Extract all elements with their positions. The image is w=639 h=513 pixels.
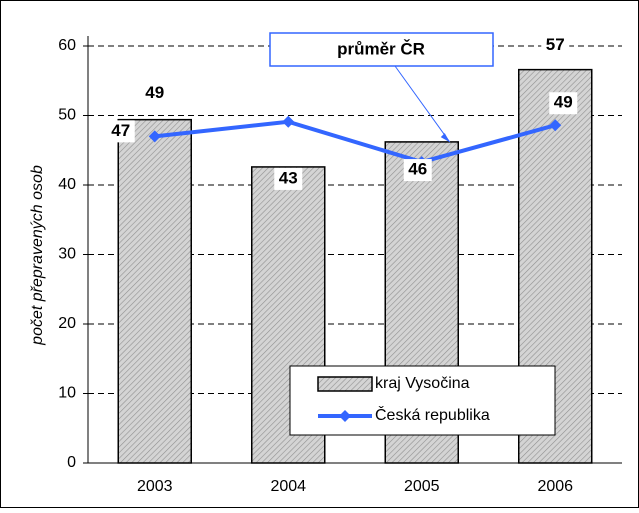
x-tick-label: 2006: [537, 478, 573, 495]
legend-swatch: [317, 376, 373, 392]
y-tick-label: 40: [58, 176, 76, 193]
marker: [549, 119, 562, 132]
annotation-box: [269, 32, 494, 67]
data-label: 46: [408, 160, 427, 179]
y-tick-label: 20: [58, 315, 76, 332]
data-label-bg: [140, 82, 169, 105]
marker: [148, 130, 161, 143]
legend-marker: [339, 410, 351, 422]
data-label: 43: [279, 168, 298, 187]
legend-label: Česká republika: [375, 405, 490, 424]
annotation-arrow: [394, 65, 451, 143]
data-label-bg: [549, 92, 578, 115]
y-tick-label: 30: [58, 246, 76, 263]
legend-label: kraj Vysočina: [375, 375, 470, 392]
data-label: 49: [145, 83, 164, 102]
data-label: 49: [554, 93, 573, 112]
line: [154, 119, 556, 165]
annotation: průměr ČR: [337, 39, 425, 58]
x-tick-label: 2005: [404, 478, 440, 495]
marker: [282, 115, 295, 128]
data-label-bg: [403, 159, 432, 182]
x-tick-label: 2004: [270, 478, 306, 495]
data-label-bg: [541, 34, 570, 57]
data-label-bg: [274, 167, 303, 190]
x-tick-label: 2003: [137, 478, 173, 495]
data-label: 47: [111, 121, 130, 140]
data-label: 57: [546, 35, 565, 54]
arrow-head: [440, 133, 450, 143]
y-axis-label: počet přepravených osob: [29, 165, 46, 346]
data-label-bg: [106, 120, 135, 143]
y-tick-label: 10: [58, 385, 76, 402]
y-tick-label: 50: [58, 107, 76, 124]
bar: [117, 118, 192, 464]
y-tick-label: 0: [67, 454, 76, 471]
y-tick-label: 60: [58, 37, 76, 54]
